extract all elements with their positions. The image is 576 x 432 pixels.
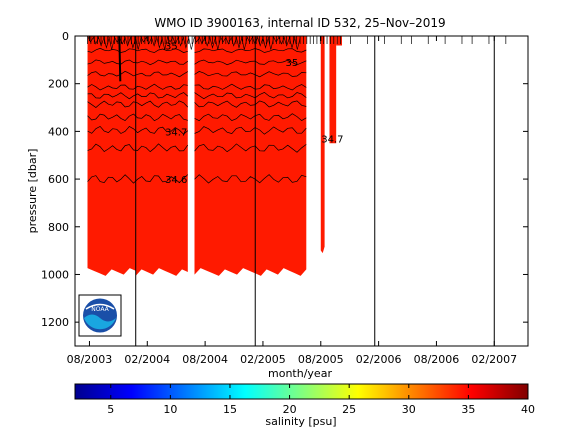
contour-line — [87, 59, 189, 66]
contour-line — [87, 47, 188, 53]
contour-line — [283, 36, 290, 47]
x-tick-label: 08/2006 — [414, 353, 460, 366]
contour-line — [194, 71, 307, 78]
x-axis-label: month/year — [268, 367, 332, 380]
contour-line — [194, 83, 307, 91]
contour-line — [225, 36, 232, 45]
contour-line — [194, 100, 307, 108]
y-tick-label: 400 — [48, 125, 69, 138]
contour-line — [256, 36, 264, 47]
x-tick-label: 08/2003 — [67, 353, 113, 366]
contour-line — [194, 174, 307, 184]
chart-title: WMO ID 3900163, internal ID 532, 25–Nov–… — [154, 16, 445, 30]
contour-line — [150, 36, 158, 47]
y-axis: 0 200 400 600 800 1000 1200 — [41, 30, 528, 329]
contour-line — [188, 36, 195, 50]
contour-line — [97, 36, 105, 47]
x-tick-label: 02/2007 — [471, 353, 517, 366]
fill-segment — [320, 36, 325, 254]
colorbar-ticks: 5 10 15 20 25 30 35 40 — [107, 384, 535, 416]
colorbar-label: salinity [psu] — [265, 415, 336, 428]
x-tick-label: 08/2004 — [182, 353, 228, 366]
contour-label: 34.7 — [321, 135, 343, 146]
colorbar-tick-label: 20 — [283, 403, 297, 416]
colorbar-tick-label: 35 — [461, 403, 475, 416]
fill-segment — [255, 36, 307, 276]
contour-line — [108, 36, 115, 50]
fill-segment — [135, 36, 188, 276]
contour-label: 34.6 — [165, 175, 187, 186]
contour-line — [124, 36, 131, 47]
colorbar-tick-label: 40 — [521, 403, 535, 416]
contour-line — [161, 36, 168, 50]
colorbar-tick-label: 30 — [402, 403, 416, 416]
cycle-lines — [135, 36, 495, 346]
contour-line — [209, 36, 216, 49]
contour-line — [235, 36, 243, 49]
contour-line — [262, 36, 269, 49]
contour-line — [87, 92, 189, 100]
contour-labels: 35 35 34.7 34.6 34.7 — [165, 42, 343, 187]
y-tick-label: 800 — [48, 221, 69, 234]
contour-line — [87, 100, 189, 108]
contour-line — [87, 125, 189, 135]
contour-label: 35 — [285, 58, 298, 69]
colorbar-tick-label: 25 — [342, 403, 356, 416]
plot-frame — [74, 35, 529, 347]
contour-line — [87, 113, 188, 122]
contour-line — [118, 36, 122, 82]
contour-line — [87, 174, 189, 184]
y-tick-label: 600 — [48, 173, 69, 186]
contour-line — [87, 70, 188, 78]
contour-line — [182, 36, 190, 49]
colorbar-tick-label: 10 — [163, 403, 177, 416]
contour-line — [87, 83, 188, 91]
contour-label: 34.7 — [165, 127, 187, 138]
salinity-fill — [87, 36, 342, 276]
y-axis-label: pressure [dbar] — [26, 149, 39, 234]
y-tick-label: 1200 — [41, 316, 69, 329]
contour-lines — [87, 36, 307, 184]
y-tick-label: 0 — [62, 30, 69, 43]
contour-line — [87, 143, 189, 153]
fill-segment — [194, 36, 256, 276]
x-axis: 08/2003 02/2004 08/2004 02/2005 08/2005 02/20… — [67, 36, 517, 366]
x-tick-label: 02/2005 — [240, 353, 286, 366]
plot-area — [87, 36, 507, 346]
y-tick-label: 1000 — [41, 268, 69, 281]
contour-label: 35 — [165, 42, 178, 53]
x-tick-label: 08/2005 — [298, 353, 344, 366]
contour-line — [194, 113, 307, 122]
x-tick-label: 02/2006 — [356, 353, 402, 366]
contour-line — [219, 36, 227, 43]
contour-line — [87, 36, 94, 43]
contour-line — [194, 91, 307, 100]
contour-line — [194, 143, 307, 153]
noaa-logo: NOAA — [78, 294, 122, 337]
contour-line — [194, 48, 307, 53]
x-tick-label: 02/2004 — [124, 353, 170, 366]
y-tick-label: 200 — [48, 78, 69, 91]
contour-line — [194, 126, 307, 135]
fill-segment — [329, 36, 337, 144]
noaa-logo-text: NOAA — [91, 306, 109, 313]
profile-ticks — [87, 36, 507, 44]
colorbar-tick-label: 5 — [107, 403, 114, 416]
contour-line — [194, 59, 307, 66]
fill-segment — [87, 36, 136, 276]
colorbar-tick-label: 15 — [223, 403, 237, 416]
colorbar — [74, 383, 529, 400]
contour-line — [294, 36, 301, 50]
